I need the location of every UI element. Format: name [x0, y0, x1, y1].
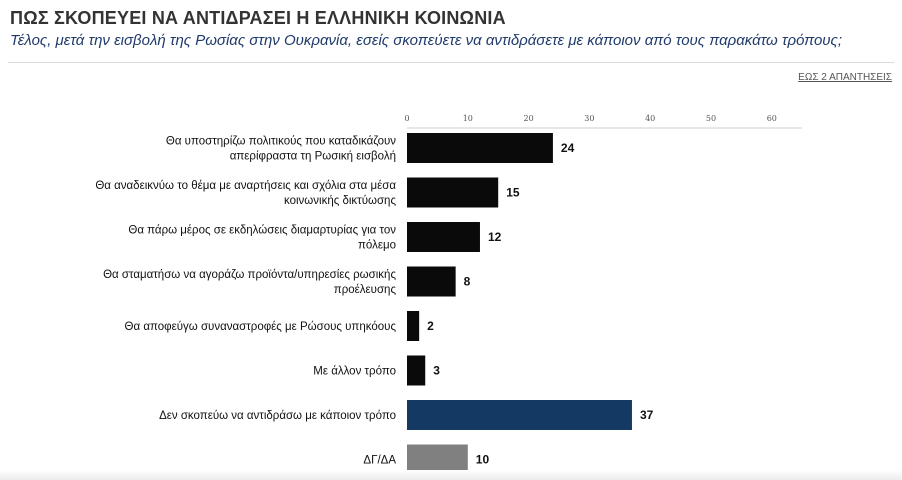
- category-label-line: Θα αποφεύγω συναναστροφές με Ρώσους υπηκ…: [125, 321, 397, 333]
- category-label-line: Θα σταματήσω να αγοράζω προϊόντα/υπηρεσί…: [103, 269, 396, 281]
- category-label-line: ΔΓ/ΔΑ: [363, 455, 396, 467]
- x-tick-label: 10: [463, 114, 473, 123]
- bar-value-label: 24: [561, 141, 575, 155]
- x-tick-label: 20: [524, 114, 534, 123]
- category-label-line: Θα πάρω μέρος σε εκδηλώσεις διαμαρτυρίας…: [128, 225, 396, 237]
- answers-note: ΕΩΣ 2 ΑΠΑΝΤΗΣΕΙΣ: [798, 72, 892, 83]
- bar-value-label: 12: [488, 230, 502, 244]
- bar: [407, 222, 480, 252]
- bar: [407, 177, 499, 208]
- category-label-line: Θα υποστηρίζω πολιτικούς που καταδικάζου…: [166, 136, 396, 148]
- category-label-line: απερίφραστα τη Ρωσική εισβολή: [230, 151, 396, 163]
- bar-value-label: 2: [427, 319, 434, 333]
- category-label: ΔΓ/ΔΑ: [363, 455, 396, 467]
- bar: [407, 266, 456, 297]
- category-label: Δεν σκοπεύω να αντιδράσω με κάποιον τρόπ…: [159, 410, 396, 422]
- category-label-line: κοινωνικής δικτύωσης: [284, 195, 396, 207]
- category-label: Θα αναδεικνύω το θέμα με αναρτήσεις και …: [95, 180, 396, 207]
- header-divider: [8, 62, 894, 63]
- bar-value-label: 8: [464, 275, 471, 289]
- chart-subtitle: Τέλος, μετά την εισβολή της Ρωσίας στην …: [10, 32, 843, 49]
- bar-value-label: 37: [640, 408, 654, 422]
- category-label-line: προέλευσης: [334, 284, 397, 296]
- x-tick-label: 0: [404, 114, 409, 123]
- category-label: Θα σταματήσω να αγοράζω προϊόντα/υπηρεσί…: [103, 269, 396, 296]
- bar: [407, 355, 426, 386]
- bar: [407, 311, 420, 341]
- bottom-strip: [0, 470, 902, 480]
- x-tick-label: 50: [706, 114, 716, 123]
- bar-value-label: 10: [476, 453, 490, 467]
- category-label-line: Θα αναδεικνύω το θέμα με αναρτήσεις και …: [95, 180, 396, 192]
- bar-value-label: 3: [433, 364, 440, 378]
- category-label-line: Δεν σκοπεύω να αντιδράσω με κάποιον τρόπ…: [159, 410, 396, 422]
- category-label-line: πόλεμο: [358, 240, 396, 252]
- bar: [407, 444, 468, 475]
- bar: [407, 400, 632, 430]
- category-label: Με άλλον τρόπο: [313, 366, 396, 378]
- category-label: Θα αποφεύγω συναναστροφές με Ρώσους υπηκ…: [125, 321, 397, 333]
- category-label: Θα υποστηρίζω πολιτικούς που καταδικάζου…: [166, 136, 396, 163]
- bar: [407, 133, 553, 163]
- category-label: Θα πάρω μέρος σε εκδηλώσεις διαμαρτυρίας…: [128, 225, 396, 252]
- bar-value-label: 15: [506, 186, 520, 200]
- category-label-line: Με άλλον τρόπο: [313, 366, 396, 378]
- chart-title: ΠΩΣ ΣΚΟΠΕΥΕΙ ΝΑ ΑΝΤΙΔΡΑΣΕΙ Η ΕΛΛΗΝΙΚΗ ΚΟ…: [10, 8, 506, 28]
- x-tick-label: 40: [645, 114, 655, 123]
- x-tick-label: 30: [584, 114, 594, 123]
- x-tick-label: 60: [767, 114, 777, 123]
